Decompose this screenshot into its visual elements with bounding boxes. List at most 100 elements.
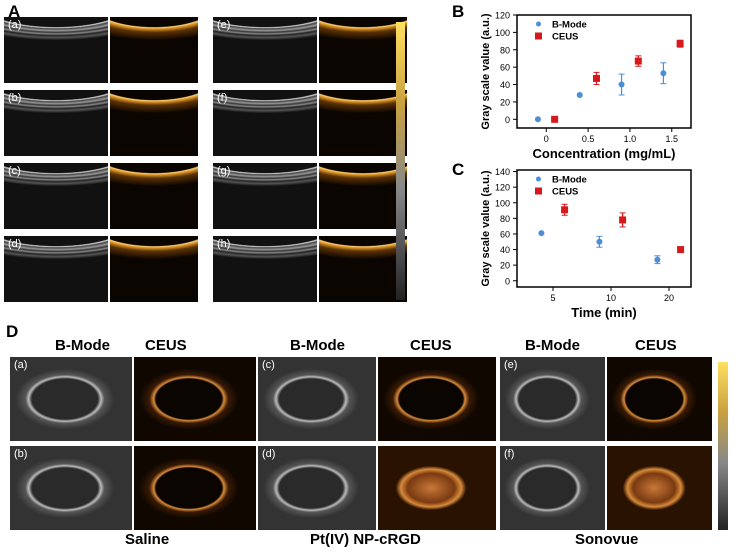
bmode-image: (b) <box>10 446 132 530</box>
bmode-image: (c) <box>4 163 108 229</box>
bmode-image: (e) <box>213 17 317 83</box>
x-axis-label: Time (min) <box>571 305 637 320</box>
y-tick-label: 120 <box>495 11 510 21</box>
image-tag: (a) <box>14 359 28 371</box>
x-tick-label: 1.0 <box>624 134 637 144</box>
y-tick-label: 0 <box>505 276 510 286</box>
x-tick-label: 0 <box>544 134 549 144</box>
data-point-ceus <box>561 206 569 214</box>
ceus-image <box>110 90 198 156</box>
y-tick-label: 120 <box>495 183 510 193</box>
image-tag: (g) <box>217 165 231 177</box>
image-tag: (e) <box>504 359 518 371</box>
ceus-image <box>319 163 407 229</box>
data-point-ceus <box>619 216 627 224</box>
ceus-image <box>110 163 198 229</box>
data-point-bmode <box>596 238 603 245</box>
group-label: Sonovue <box>575 531 639 548</box>
panel-label-b: B <box>452 2 465 21</box>
ceus-image <box>110 236 198 302</box>
bmode-image: (g) <box>213 163 317 229</box>
x-tick-label: 20 <box>664 293 674 303</box>
column-header: B-Mode <box>525 337 580 354</box>
bmode-image: (c) <box>258 357 376 441</box>
bmode-image: (d) <box>258 446 376 530</box>
data-point-ceus <box>676 40 684 48</box>
image-tag: (e) <box>217 19 231 31</box>
bmode-image: (h) <box>213 236 317 302</box>
y-tick-label: 140 <box>495 167 510 177</box>
image-tag: (f) <box>217 92 228 104</box>
y-tick-label: 20 <box>500 97 510 107</box>
panel-label-a: A <box>8 2 21 21</box>
legend-label: CEUS <box>552 187 578 198</box>
panel-label-c: C <box>452 160 465 179</box>
column-header: B-Mode <box>55 337 110 354</box>
ceus-image <box>319 17 407 83</box>
data-point-bmode <box>576 91 583 98</box>
bmode-image: (e) <box>500 357 605 441</box>
y-axis-label: Gray scale value (a.u.) <box>480 170 492 287</box>
data-point-ceus <box>634 57 642 65</box>
ceus-image <box>607 357 712 441</box>
bmode-image: (b) <box>4 90 108 156</box>
legend-marker <box>536 176 541 182</box>
image-tag: (d) <box>8 238 22 250</box>
y-tick-label: 0 <box>505 115 510 125</box>
column-header: CEUS <box>635 337 677 354</box>
legend-marker <box>535 32 542 40</box>
legend-label: CEUS <box>552 32 578 43</box>
column-header: CEUS <box>410 337 452 354</box>
y-tick-label: 80 <box>500 214 510 224</box>
data-point-ceus <box>592 74 600 82</box>
colorbar-a <box>396 22 405 300</box>
group-label: Saline <box>125 531 170 548</box>
x-tick-label: 10 <box>606 293 616 303</box>
x-axis-label: Concentration (mg/mL) <box>533 146 676 161</box>
bmode-image: (a) <box>10 357 132 441</box>
ceus-image <box>134 446 256 530</box>
bmode-image: (a) <box>4 17 108 83</box>
legend-marker <box>535 187 542 195</box>
ceus-image <box>319 90 407 156</box>
y-tick-label: 80 <box>500 45 510 55</box>
column-header: B-Mode <box>290 337 345 354</box>
ceus-image <box>319 236 407 302</box>
y-tick-label: 40 <box>500 245 510 255</box>
y-axis-label: Gray scale value (a.u.) <box>480 13 492 130</box>
image-tag: (f) <box>504 448 515 460</box>
ceus-image <box>134 357 256 441</box>
image-tag: (c) <box>8 165 21 177</box>
bmode-image: (f) <box>213 90 317 156</box>
bmode-image: (d) <box>4 236 108 302</box>
data-point-ceus <box>677 246 685 254</box>
image-tag: (h) <box>217 238 231 250</box>
panel-label-d: D <box>6 322 19 341</box>
y-tick-label: 100 <box>495 198 510 208</box>
image-tag: (b) <box>8 92 22 104</box>
image-tag: (c) <box>262 359 275 371</box>
data-point-bmode <box>618 81 625 88</box>
plot-frame <box>516 14 692 129</box>
data-point-bmode <box>660 70 667 77</box>
legend-marker <box>536 21 541 27</box>
bmode-image: (f) <box>500 446 605 530</box>
data-point-bmode <box>538 230 545 237</box>
image-tag: (b) <box>14 448 28 460</box>
data-point-bmode <box>534 116 541 123</box>
y-tick-label: 60 <box>500 229 510 239</box>
legend-label: B-Mode <box>552 20 587 31</box>
y-tick-label: 20 <box>500 261 510 271</box>
ceus-image <box>378 446 496 530</box>
column-header: CEUS <box>145 337 187 354</box>
y-tick-label: 100 <box>495 28 510 38</box>
ceus-image <box>607 446 712 530</box>
plot-frame <box>516 169 692 288</box>
colorbar-d <box>718 362 728 530</box>
legend-label: B-Mode <box>552 175 587 186</box>
image-tag: (d) <box>262 448 276 460</box>
y-tick-label: 40 <box>500 80 510 90</box>
data-point-ceus <box>551 115 559 123</box>
x-tick-label: 1.5 <box>666 134 679 144</box>
